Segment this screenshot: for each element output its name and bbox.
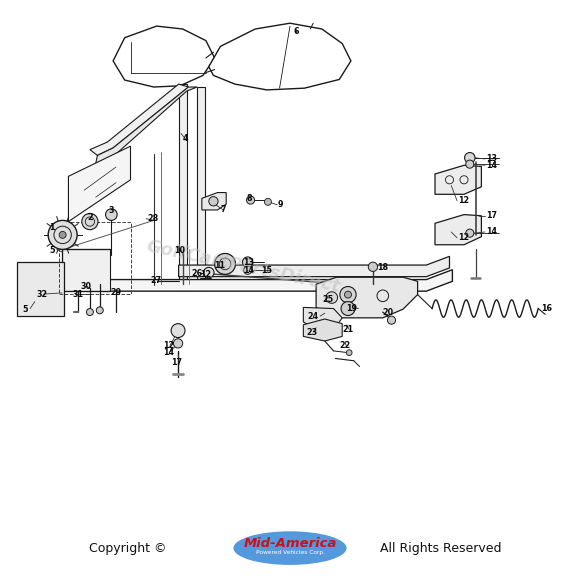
Circle shape	[48, 220, 77, 249]
Text: Powered Vehicles Corp.: Powered Vehicles Corp.	[256, 550, 324, 555]
Text: 6: 6	[293, 27, 299, 37]
Text: 11: 11	[214, 261, 224, 270]
Text: 23: 23	[306, 328, 318, 337]
Polygon shape	[303, 307, 342, 331]
Text: 9: 9	[277, 200, 282, 209]
Text: 17: 17	[172, 358, 182, 367]
Polygon shape	[179, 84, 187, 290]
Circle shape	[86, 309, 93, 316]
Text: 19: 19	[346, 304, 357, 313]
Circle shape	[264, 198, 271, 205]
Text: 14: 14	[486, 227, 497, 237]
Text: 3: 3	[108, 206, 114, 215]
Text: 10: 10	[175, 246, 185, 255]
Circle shape	[82, 213, 98, 230]
Text: 12: 12	[163, 341, 175, 350]
Polygon shape	[62, 249, 110, 291]
Text: 18: 18	[377, 263, 388, 273]
Bar	[17, 262, 64, 316]
Polygon shape	[435, 165, 481, 194]
Text: 20: 20	[383, 307, 394, 317]
Text: 12: 12	[201, 270, 212, 279]
Text: 14: 14	[164, 347, 174, 357]
Polygon shape	[209, 23, 351, 90]
Polygon shape	[90, 84, 188, 155]
Text: 5: 5	[50, 246, 55, 255]
Text: 1: 1	[50, 223, 55, 232]
Text: Mid-America: Mid-America	[243, 537, 337, 550]
Circle shape	[215, 253, 235, 274]
Circle shape	[242, 257, 253, 267]
Circle shape	[368, 262, 378, 271]
Text: 25: 25	[322, 295, 333, 304]
Circle shape	[59, 231, 66, 238]
Text: 26: 26	[192, 269, 203, 278]
Text: 14: 14	[243, 266, 253, 275]
Text: 21: 21	[342, 325, 354, 334]
Circle shape	[326, 292, 338, 303]
Text: 12: 12	[458, 196, 469, 205]
Circle shape	[106, 209, 117, 220]
Circle shape	[466, 160, 474, 168]
Ellipse shape	[233, 531, 347, 565]
Polygon shape	[22, 268, 62, 309]
Circle shape	[345, 291, 351, 298]
Text: 32: 32	[37, 289, 48, 299]
Polygon shape	[197, 87, 205, 290]
Circle shape	[209, 197, 218, 206]
Circle shape	[96, 307, 103, 314]
Polygon shape	[316, 277, 418, 318]
Circle shape	[246, 196, 255, 204]
Text: 2: 2	[87, 213, 93, 222]
Text: All Rights Reserved: All Rights Reserved	[380, 542, 502, 554]
Polygon shape	[303, 319, 342, 341]
Circle shape	[171, 324, 185, 338]
Polygon shape	[179, 256, 450, 277]
Circle shape	[173, 339, 183, 348]
Polygon shape	[96, 87, 197, 164]
Circle shape	[340, 287, 356, 303]
Text: 24: 24	[308, 311, 319, 321]
Text: 22: 22	[339, 341, 351, 350]
Text: 14: 14	[486, 161, 497, 170]
Text: 13: 13	[243, 258, 253, 267]
Text: GolfCartPartsDirect: GolfCartPartsDirect	[145, 237, 342, 296]
Circle shape	[466, 229, 474, 237]
Polygon shape	[202, 193, 226, 210]
Polygon shape	[110, 270, 452, 291]
Circle shape	[244, 266, 252, 274]
Text: Copyright ©: Copyright ©	[89, 542, 166, 554]
Circle shape	[387, 316, 396, 324]
Text: 8: 8	[246, 194, 252, 203]
Text: 5: 5	[23, 304, 28, 314]
Circle shape	[204, 267, 214, 278]
Text: 15: 15	[261, 266, 272, 275]
Text: 27: 27	[150, 276, 161, 285]
Polygon shape	[435, 215, 481, 245]
Text: 28: 28	[147, 213, 158, 223]
Text: 16: 16	[541, 304, 552, 313]
Circle shape	[341, 302, 355, 316]
Text: 4: 4	[183, 133, 188, 143]
Text: 7: 7	[220, 205, 226, 215]
Polygon shape	[113, 26, 215, 87]
Text: 17: 17	[486, 211, 497, 220]
Text: 13: 13	[486, 154, 497, 164]
Text: 30: 30	[81, 282, 91, 291]
Circle shape	[346, 350, 352, 356]
Circle shape	[465, 153, 475, 163]
Text: 12: 12	[458, 233, 469, 242]
Polygon shape	[68, 146, 130, 222]
Text: 29: 29	[110, 288, 122, 298]
Text: 31: 31	[73, 289, 84, 299]
